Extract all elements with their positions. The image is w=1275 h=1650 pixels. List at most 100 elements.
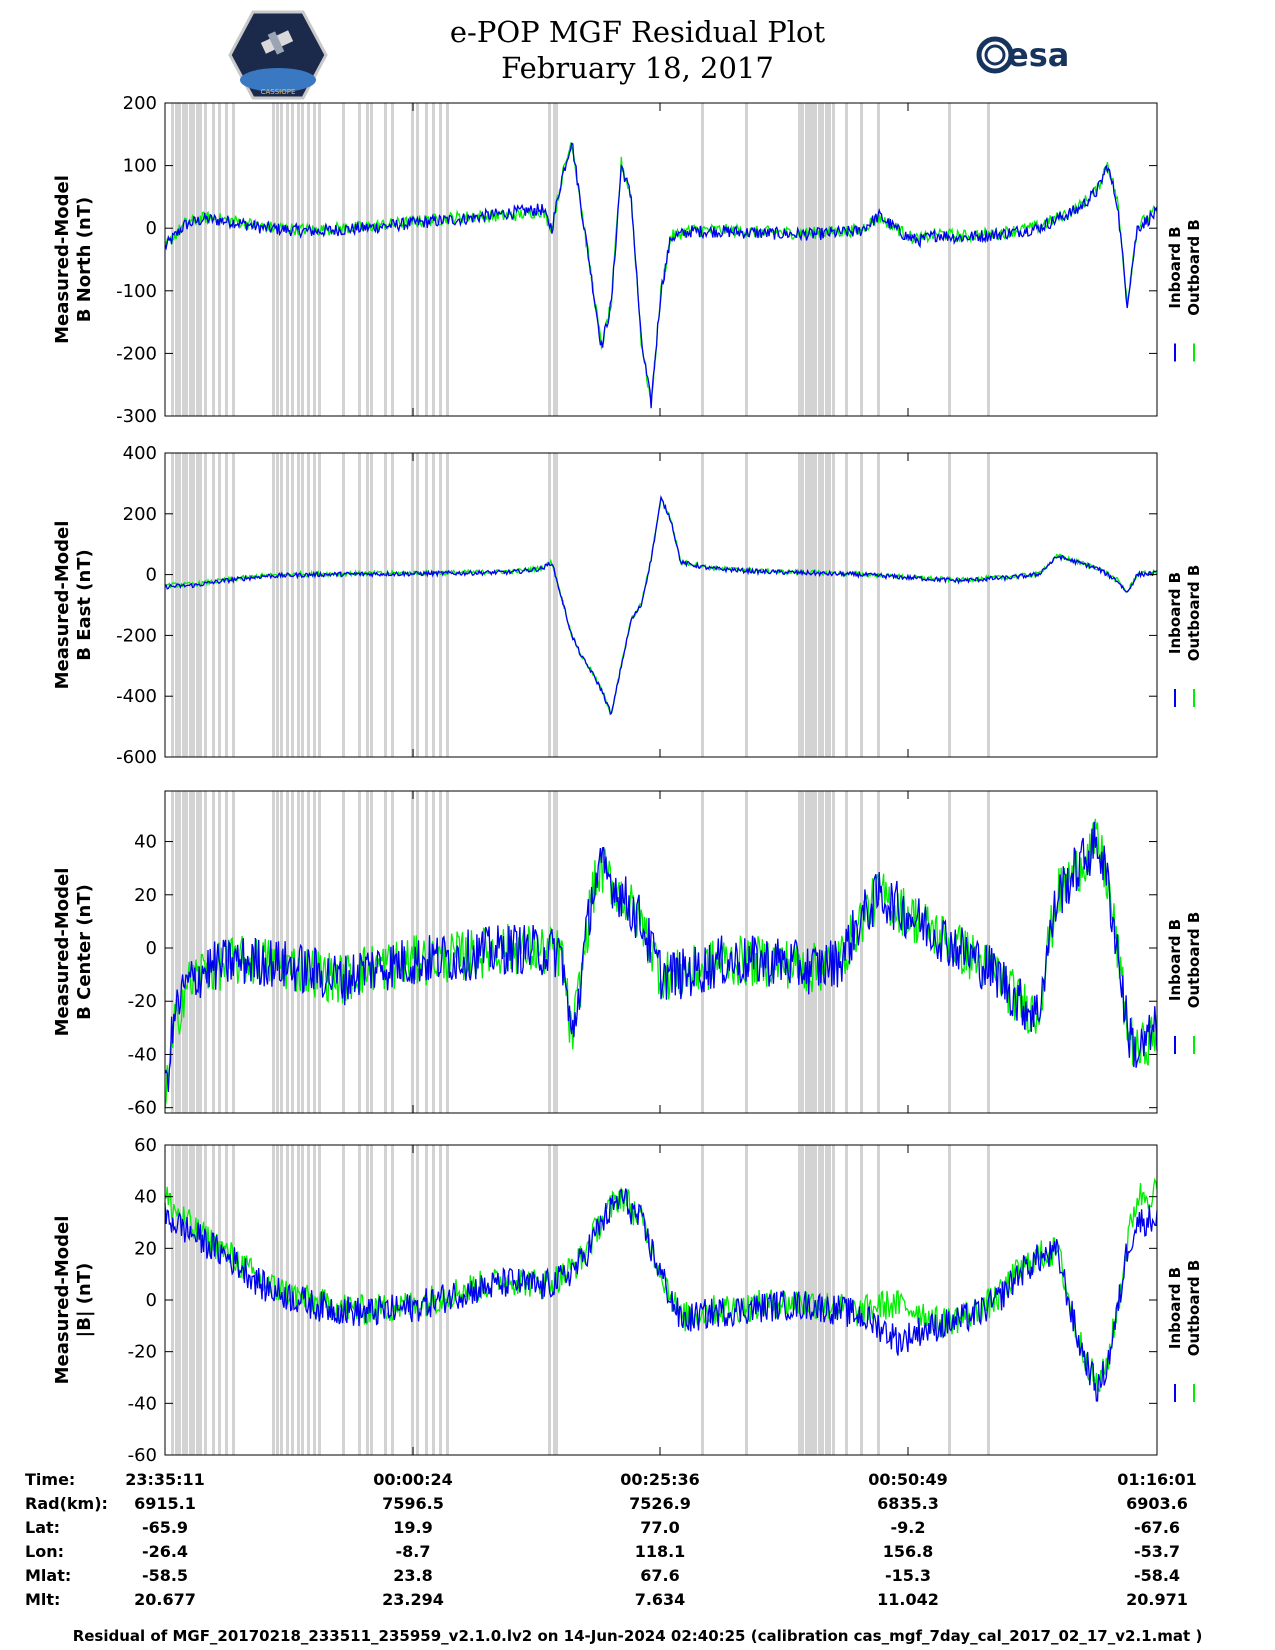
data-gap-band — [808, 453, 811, 757]
data-gap-band — [701, 103, 704, 416]
data-gap-band — [232, 453, 235, 757]
y-tick-label: 200 — [123, 93, 157, 114]
info-cell: 23:35:11 — [125, 1470, 205, 1489]
data-gap-band — [307, 103, 310, 416]
esa-logo-text: esa — [1007, 36, 1069, 74]
info-cell: 00:00:24 — [373, 1470, 453, 1489]
info-cell: 20.971 — [1126, 1590, 1188, 1609]
data-gap-band — [798, 791, 801, 1113]
info-cell: 23.8 — [393, 1566, 432, 1585]
data-gap-band — [318, 453, 321, 757]
data-gap-band — [425, 791, 428, 1113]
info-cell: -58.4 — [1134, 1566, 1180, 1585]
data-gap-band — [272, 453, 275, 757]
data-gap-band — [553, 103, 556, 416]
data-gap-band — [212, 1145, 215, 1455]
info-cell: 77.0 — [640, 1518, 679, 1537]
data-gap-band — [845, 453, 848, 757]
data-gap-band — [358, 453, 361, 757]
info-cell: -58.5 — [142, 1566, 188, 1585]
data-gap-band — [801, 1145, 804, 1455]
data-gap-band — [318, 791, 321, 1113]
data-gap-band — [342, 103, 345, 416]
info-row-label: Lon: — [25, 1542, 64, 1561]
data-gap-band — [225, 453, 228, 757]
data-gap-band — [425, 103, 428, 416]
data-gap-band — [291, 103, 294, 416]
title-line-2: February 18, 2017 — [501, 51, 774, 85]
data-gap-band — [391, 103, 394, 416]
legend-inboard-label: Inboard B — [1166, 572, 1184, 654]
info-cell: 11.042 — [877, 1590, 939, 1609]
data-gap-band — [432, 103, 435, 416]
data-gap-band — [218, 103, 221, 416]
data-gap-band — [276, 1145, 279, 1455]
data-gap-band — [805, 791, 808, 1113]
data-gap-band — [189, 453, 192, 757]
y-tick-label: -40 — [128, 1044, 157, 1065]
data-gap-band — [342, 453, 345, 757]
data-gap-band — [297, 453, 300, 757]
data-gap-band — [814, 1145, 817, 1455]
info-cell: 00:50:49 — [868, 1470, 948, 1489]
data-gap-band — [276, 103, 279, 416]
data-gap-band — [877, 791, 880, 1113]
data-gap-band — [286, 453, 289, 757]
y-tick-label: -20 — [128, 991, 157, 1012]
y-tick-label: -200 — [116, 343, 157, 364]
data-gap-band — [446, 453, 449, 757]
data-gap-band — [811, 453, 814, 757]
info-cell: -9.2 — [891, 1518, 926, 1537]
y-tick-label: 200 — [123, 504, 157, 525]
data-gap-band — [189, 791, 192, 1113]
y-tick-label: -600 — [116, 747, 157, 768]
data-gap-band — [175, 791, 178, 1113]
data-gap-band — [745, 1145, 748, 1455]
y-tick-label: -60 — [128, 1445, 157, 1466]
data-gap-band — [182, 453, 185, 757]
y-tick-label: 60 — [134, 1135, 157, 1156]
y-axis-label: Measured-ModelB North (nT) — [52, 175, 95, 344]
data-gap-band — [366, 1145, 369, 1455]
series-inboard-line — [164, 821, 1158, 1093]
data-gap-band — [182, 103, 185, 416]
data-gap-band — [432, 453, 435, 757]
data-gap-band — [808, 103, 811, 416]
data-gap-band — [801, 103, 804, 416]
series-inboard-line — [164, 142, 1158, 409]
y-tick-label: 40 — [134, 1187, 157, 1208]
data-gap-band — [232, 791, 235, 1113]
panel-4: -60 -40 -20 0 20 40 60 Measured-Model|B| (nT) In… — [52, 1135, 1203, 1466]
data-gap-band — [446, 103, 449, 416]
data-gap-band — [845, 103, 848, 416]
data-gap-band — [845, 791, 848, 1113]
data-gap-band — [416, 103, 419, 416]
data-gap-band — [811, 1145, 814, 1455]
info-cell: 7596.5 — [382, 1494, 444, 1513]
data-gap-band — [185, 103, 188, 416]
data-gap-band — [232, 103, 235, 416]
plot-frame — [164, 452, 1158, 758]
data-gap-band — [860, 1145, 863, 1455]
data-gap-band — [877, 103, 880, 416]
data-gap-band — [178, 1145, 181, 1455]
info-cell: 6903.6 — [1126, 1494, 1188, 1513]
series-inboard-line — [164, 495, 1158, 716]
data-gap-band — [175, 453, 178, 757]
y-tick-label: 0 — [146, 1290, 157, 1311]
data-gap-band — [185, 453, 188, 757]
title-line-1: e-POP MGF Residual Plot — [449, 15, 826, 49]
data-gap-band — [212, 453, 215, 757]
data-gap-band — [175, 103, 178, 416]
data-gap-band — [175, 1145, 178, 1455]
info-cell: -15.3 — [885, 1566, 931, 1585]
data-gap-band — [987, 103, 990, 416]
data-gap-band — [204, 103, 207, 416]
data-gap-band — [313, 103, 316, 416]
data-gap-band — [199, 453, 202, 757]
info-cell: 7526.9 — [629, 1494, 691, 1513]
data-gap-band — [821, 453, 824, 757]
data-gap-band — [987, 453, 990, 757]
data-gap-band — [860, 453, 863, 757]
data-gap-band — [199, 791, 202, 1113]
